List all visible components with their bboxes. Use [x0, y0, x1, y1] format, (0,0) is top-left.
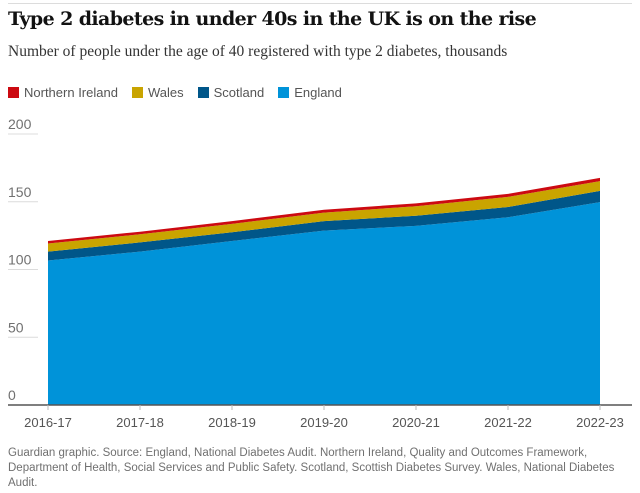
area-northern-ireland	[48, 177, 600, 244]
chart-title: Type 2 diabetes in under 40s in the UK i…	[8, 8, 537, 30]
y-tick-label: 150	[8, 184, 32, 200]
legend-item: Scotland	[197, 85, 265, 100]
legend-label: Wales	[147, 85, 184, 100]
chart-subtitle: Number of people under the age of 40 reg…	[8, 43, 508, 60]
area-wales	[48, 181, 600, 252]
legend-swatch	[278, 87, 290, 98]
x-tick-label: 2019-20	[300, 415, 348, 430]
x-tick-label: 2021-22	[484, 415, 532, 430]
legend-swatch	[197, 87, 209, 98]
legend-item: England	[278, 85, 342, 100]
legend-label: Northern Ireland	[24, 85, 118, 100]
x-tick-label: 2017-18	[116, 415, 164, 430]
legend-label: Scotland	[213, 85, 265, 100]
legend-swatch	[131, 87, 143, 98]
area-england	[48, 202, 600, 405]
y-tick-label: 50	[8, 319, 24, 335]
x-tick-label: 2020-21	[392, 415, 440, 430]
y-tick-label: 100	[8, 252, 32, 268]
y-tick-label: 200	[8, 116, 32, 132]
top-rule	[8, 3, 632, 4]
source-note: Guardian graphic. Source: England, Natio…	[8, 447, 615, 489]
legend-item: Northern Ireland	[8, 85, 118, 100]
x-tick-label: 2016-17	[24, 415, 72, 430]
legend: Northern Ireland Wales Scotland England	[8, 85, 342, 100]
legend-item: Wales	[131, 85, 184, 100]
x-tick-label: 2018-19	[208, 415, 256, 430]
legend-label: England	[294, 85, 342, 100]
area-chart: 0 50 100 150 200 2016-17 2017-18 2018-19 2019-20…	[8, 116, 632, 430]
y-tick-label: 0	[8, 387, 16, 403]
area-scotland	[48, 190, 600, 261]
x-tick-label: 2022-23	[576, 415, 624, 430]
legend-swatch	[8, 87, 19, 98]
